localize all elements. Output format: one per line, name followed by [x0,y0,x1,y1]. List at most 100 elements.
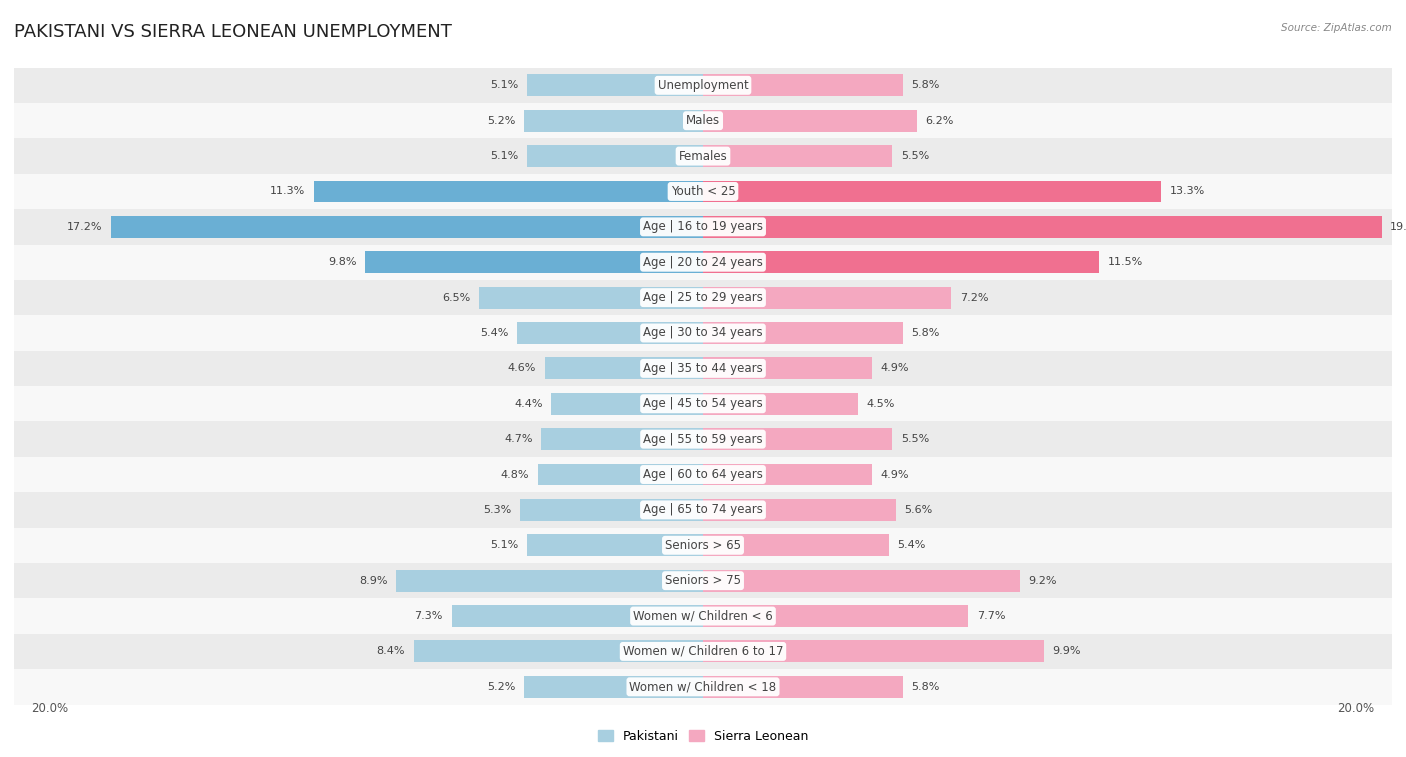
Text: 9.9%: 9.9% [1053,646,1081,656]
Bar [527,145,703,167]
Bar [703,499,896,521]
Text: 5.8%: 5.8% [911,682,939,692]
Bar [703,640,1045,662]
Bar [703,357,872,379]
Text: 4.9%: 4.9% [880,469,908,479]
Text: 4.7%: 4.7% [503,435,533,444]
Text: 20.0%: 20.0% [31,702,69,715]
Text: 4.6%: 4.6% [508,363,536,373]
Text: 5.1%: 5.1% [491,151,519,161]
Text: 9.2%: 9.2% [1029,575,1057,586]
Bar [703,180,1161,202]
Text: Youth < 25: Youth < 25 [671,185,735,198]
Bar [14,422,1392,456]
Text: 5.4%: 5.4% [479,328,509,338]
Text: 7.2%: 7.2% [960,293,988,303]
Bar [14,456,1392,492]
Bar [517,322,703,344]
Text: Seniors > 75: Seniors > 75 [665,574,741,587]
Bar [703,110,917,132]
Bar [703,676,903,698]
Bar [703,145,893,167]
Text: 19.7%: 19.7% [1391,222,1406,232]
Text: 11.3%: 11.3% [270,186,305,197]
Bar [314,180,703,202]
Bar [479,287,703,309]
Text: 4.5%: 4.5% [866,399,896,409]
Text: Age | 25 to 29 years: Age | 25 to 29 years [643,291,763,304]
Text: 6.2%: 6.2% [925,116,953,126]
Text: 5.2%: 5.2% [486,682,515,692]
Text: Age | 45 to 54 years: Age | 45 to 54 years [643,397,763,410]
Text: 8.4%: 8.4% [377,646,405,656]
Text: 6.5%: 6.5% [443,293,471,303]
Text: 11.5%: 11.5% [1108,257,1143,267]
Text: 7.3%: 7.3% [415,611,443,621]
Bar [14,563,1392,598]
Bar [524,676,703,698]
Bar [703,534,889,556]
Bar [14,209,1392,245]
Bar [14,139,1392,174]
Bar [527,74,703,96]
Bar [703,287,950,309]
Text: Age | 55 to 59 years: Age | 55 to 59 years [643,433,763,446]
Bar [551,393,703,415]
Bar [14,280,1392,316]
Bar [703,251,1099,273]
Bar [413,640,703,662]
Text: 5.5%: 5.5% [901,435,929,444]
Text: 5.8%: 5.8% [911,80,939,90]
Bar [703,322,903,344]
Text: Women w/ Children 6 to 17: Women w/ Children 6 to 17 [623,645,783,658]
Bar [14,67,1392,103]
Text: 5.1%: 5.1% [491,540,519,550]
Bar [14,245,1392,280]
Text: Females: Females [679,150,727,163]
Bar [703,605,969,627]
Bar [703,216,1382,238]
Legend: Pakistani, Sierra Leonean: Pakistani, Sierra Leonean [593,724,813,748]
Text: 9.8%: 9.8% [329,257,357,267]
Text: 5.6%: 5.6% [904,505,932,515]
Bar [14,634,1392,669]
Text: Age | 60 to 64 years: Age | 60 to 64 years [643,468,763,481]
Text: Age | 35 to 44 years: Age | 35 to 44 years [643,362,763,375]
Text: Age | 65 to 74 years: Age | 65 to 74 years [643,503,763,516]
Text: Women w/ Children < 6: Women w/ Children < 6 [633,609,773,622]
Text: 5.2%: 5.2% [486,116,515,126]
Text: 5.4%: 5.4% [897,540,927,550]
Text: 4.8%: 4.8% [501,469,529,479]
Text: 13.3%: 13.3% [1170,186,1205,197]
Bar [537,463,703,485]
Text: Women w/ Children < 18: Women w/ Children < 18 [630,681,776,693]
Text: 4.4%: 4.4% [515,399,543,409]
Bar [14,386,1392,422]
Bar [703,393,858,415]
Bar [524,110,703,132]
Bar [520,499,703,521]
Text: Unemployment: Unemployment [658,79,748,92]
Text: 5.8%: 5.8% [911,328,939,338]
Text: 7.7%: 7.7% [977,611,1005,621]
Text: Males: Males [686,114,720,127]
Bar [703,428,893,450]
Bar [703,463,872,485]
Text: 4.9%: 4.9% [880,363,908,373]
Text: Seniors > 65: Seniors > 65 [665,539,741,552]
Bar [396,570,703,592]
Bar [14,316,1392,350]
Text: 8.9%: 8.9% [360,575,388,586]
Text: Age | 16 to 19 years: Age | 16 to 19 years [643,220,763,233]
Bar [544,357,703,379]
Bar [527,534,703,556]
Text: 20.0%: 20.0% [1337,702,1375,715]
Bar [703,74,903,96]
Text: Source: ZipAtlas.com: Source: ZipAtlas.com [1281,23,1392,33]
Bar [14,350,1392,386]
Bar [703,570,1019,592]
Bar [541,428,703,450]
Bar [366,251,703,273]
Bar [451,605,703,627]
Bar [14,598,1392,634]
